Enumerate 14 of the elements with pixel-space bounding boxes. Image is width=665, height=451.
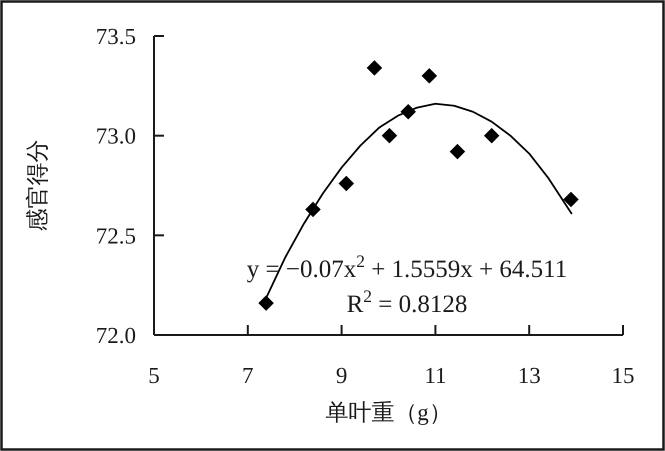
x-axis-title: 单叶重（g）	[325, 400, 452, 425]
x-tick-label: 7	[242, 363, 254, 388]
y-tick-label: 72.5	[96, 223, 136, 248]
x-tick-label: 5	[148, 363, 160, 388]
y-tick-label: 72.0	[96, 323, 136, 348]
x-tick-label: 11	[424, 363, 446, 388]
y-tick-label: 73.0	[96, 124, 136, 149]
x-tick-label: 13	[518, 363, 541, 388]
x-tick-label: 9	[336, 363, 348, 388]
annotation: y = −0.07x$^{2}$ + 1.5559x + 64.511	[246, 251, 568, 283]
y-axis-title: 感官得分	[25, 140, 50, 232]
annotation: R$^{2}$ = 0.8128	[346, 286, 468, 318]
x-tick-label: 15	[612, 363, 634, 388]
y-tick-label: 73.5	[96, 24, 136, 49]
